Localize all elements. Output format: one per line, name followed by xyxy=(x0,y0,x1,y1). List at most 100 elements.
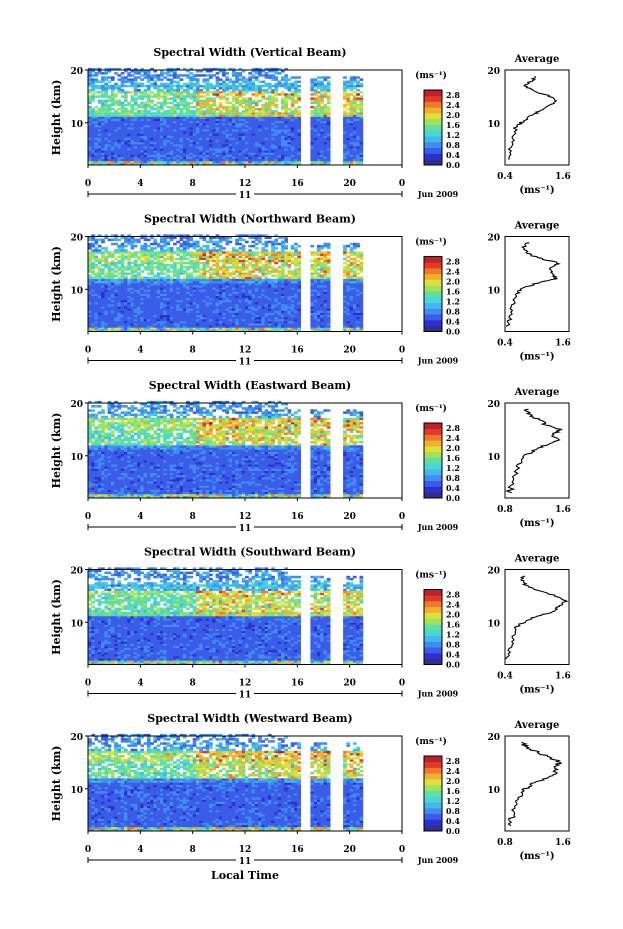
heatmap-cell xyxy=(117,108,122,111)
heatmap-cell xyxy=(209,255,213,258)
heatmap-cell xyxy=(88,158,92,162)
heatmap-cell xyxy=(182,141,187,145)
heatmap-cell xyxy=(101,105,105,109)
heatmap-cell xyxy=(231,124,236,128)
heatmap-cell xyxy=(238,301,243,305)
heatmap-cell xyxy=(117,101,122,105)
heatmap-cell xyxy=(241,280,246,284)
heatmap-cell xyxy=(254,84,259,88)
heatmap-cell xyxy=(173,124,177,128)
heatmap-cell xyxy=(323,148,328,151)
heatmap-cell xyxy=(320,114,324,117)
heatmap-cell xyxy=(137,112,141,115)
heatmap-cell xyxy=(156,295,161,299)
heatmap-cell xyxy=(359,84,364,88)
heatmap-cell xyxy=(192,146,197,149)
heatmap-cell xyxy=(110,310,115,313)
heatmap-cell xyxy=(228,297,233,301)
heatmap-cell xyxy=(179,308,184,311)
heatmap-cell xyxy=(205,158,210,162)
heatmap-cell xyxy=(248,129,252,132)
heatmap-cell xyxy=(225,116,230,119)
heatmap-cell xyxy=(205,295,210,299)
heatmap-cell xyxy=(212,97,216,100)
heatmap-cell xyxy=(173,316,177,320)
heatmap-cell xyxy=(104,318,109,322)
heatmap-cell xyxy=(231,99,236,103)
heatmap-cell xyxy=(356,127,360,130)
heatmap-cell xyxy=(186,129,190,132)
heatmap-cell xyxy=(248,89,252,92)
heatmap-cell xyxy=(264,131,269,134)
heatmap-cell xyxy=(245,108,249,111)
heatmap-cell xyxy=(294,160,298,164)
heatmap-cell xyxy=(133,114,138,117)
heatmap-cell xyxy=(212,154,216,157)
heatmap-cell xyxy=(212,247,216,250)
heatmap-cell xyxy=(359,127,364,130)
heatmap-cell xyxy=(120,287,125,290)
heatmap-cell xyxy=(205,101,210,105)
heatmap-cell xyxy=(235,261,239,265)
heatmap-cell xyxy=(202,295,207,299)
heatmap-cell xyxy=(137,306,141,309)
heatmap-cell xyxy=(284,95,288,98)
heatmap-cell xyxy=(215,143,220,147)
heatmap-cell xyxy=(352,105,357,109)
heatmap-cell xyxy=(215,72,220,75)
heatmap-cell xyxy=(267,101,272,105)
heatmap-cell xyxy=(117,139,122,143)
heatmap-cell xyxy=(133,127,138,130)
heatmap-cell xyxy=(179,99,184,103)
heatmap-cell xyxy=(264,122,269,126)
heatmap-cell xyxy=(264,110,269,113)
heatmap-cell xyxy=(310,127,315,130)
heatmap-cell xyxy=(202,67,207,71)
heatmap-cell xyxy=(212,162,216,166)
heatmap-cell xyxy=(163,95,167,98)
heatmap-cell xyxy=(91,236,95,239)
heatmap-cell xyxy=(166,105,171,109)
heatmap-cell xyxy=(218,327,223,330)
heatmap-cell xyxy=(156,272,161,275)
colorbar-tick-label: 1.6 xyxy=(446,120,460,130)
heatmap-cell xyxy=(137,255,141,258)
heatmap-cell xyxy=(156,306,161,309)
heatmap-cell xyxy=(104,263,109,267)
heatmap-cell xyxy=(320,146,324,149)
heatmap-cell xyxy=(163,278,167,282)
heatmap-cell xyxy=(140,299,144,303)
heatmap-cell xyxy=(297,91,301,94)
heatmap-cell xyxy=(101,118,105,122)
heatmap-cell xyxy=(150,293,154,296)
heatmap-cell xyxy=(209,124,213,128)
heatmap-cell xyxy=(91,329,95,332)
heatmap-cell xyxy=(169,278,174,282)
heatmap-cell xyxy=(241,289,246,292)
heatmap-cell xyxy=(114,120,118,124)
heatmap-cell xyxy=(120,95,125,98)
heatmap-cell xyxy=(104,70,109,73)
heatmap-cell xyxy=(274,105,279,109)
heatmap-cell xyxy=(241,253,246,256)
heatmap-cell xyxy=(166,146,171,149)
heatmap-cell xyxy=(356,116,360,119)
heatmap-cell xyxy=(202,124,207,128)
heatmap-cell xyxy=(189,156,194,160)
heatmap-cell xyxy=(209,293,213,296)
heatmap-cell xyxy=(238,114,243,117)
heatmap-cell xyxy=(195,276,200,280)
heatmap-cell xyxy=(117,323,122,326)
heatmap-cell xyxy=(173,127,177,130)
heatmap-cell xyxy=(179,137,184,141)
heatmap-cell xyxy=(346,116,351,119)
heatmap-cell xyxy=(238,266,243,269)
heatmap-cell xyxy=(235,295,239,299)
heatmap-cell xyxy=(104,285,109,288)
heatmap-cell xyxy=(137,263,141,267)
heatmap-cell xyxy=(130,122,135,126)
heatmap-cell xyxy=(271,146,275,149)
heatmap-cell xyxy=(94,320,99,324)
heatmap-cell xyxy=(274,120,279,124)
heatmap-cell xyxy=(245,312,249,315)
